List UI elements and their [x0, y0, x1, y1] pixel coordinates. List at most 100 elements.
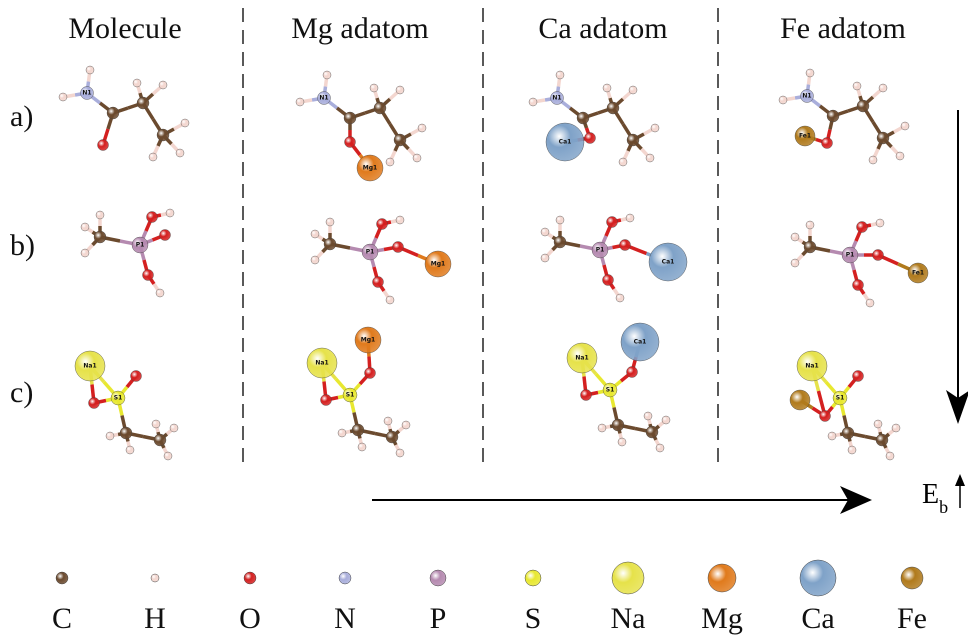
- atom: [126, 446, 134, 454]
- atom: [152, 420, 160, 428]
- atom-label: Fe1: [912, 270, 924, 277]
- atom: [607, 102, 619, 114]
- row-label: b): [10, 229, 35, 262]
- atom: [386, 296, 394, 304]
- figure: Eb MoleculeMg adatomCa adatomFe adatoma)…: [0, 0, 968, 635]
- atom: [106, 432, 114, 440]
- energy-label: Eb: [922, 479, 948, 517]
- structure: Na1S1Mg1: [307, 327, 410, 457]
- atom: [619, 158, 627, 166]
- atom: [59, 93, 67, 101]
- atom: [365, 368, 376, 379]
- atom: [296, 98, 304, 106]
- atom: [585, 133, 596, 144]
- atom: [541, 254, 549, 262]
- atom: [876, 434, 888, 446]
- atom: [629, 86, 637, 94]
- atom: [396, 216, 404, 224]
- atom: [877, 132, 889, 144]
- atom: [827, 110, 839, 122]
- atom: [876, 219, 884, 227]
- atom: [413, 154, 421, 162]
- legend-swatch: [525, 570, 541, 586]
- legend-swatch: [800, 560, 836, 596]
- atom: [598, 424, 606, 432]
- atom: [529, 98, 537, 106]
- atom: [556, 71, 564, 79]
- column-header: Ca adatom: [538, 12, 667, 45]
- atom-label: N1: [319, 95, 328, 102]
- legend-label: S: [525, 602, 542, 635]
- atom: [791, 233, 799, 241]
- atom: [820, 411, 831, 422]
- atom: [384, 417, 392, 425]
- legend-label: Na: [611, 602, 646, 635]
- atom-label: Ca1: [662, 259, 675, 266]
- atom: [323, 71, 331, 79]
- legend-label: C: [52, 602, 72, 635]
- atom: [879, 84, 887, 92]
- atom: [133, 79, 141, 87]
- atom: [311, 256, 319, 264]
- legend-label: P: [430, 602, 447, 635]
- atom: [156, 289, 164, 297]
- arrow-head: [955, 474, 965, 486]
- atom-label: Fe1: [799, 133, 811, 140]
- atom: [828, 432, 836, 440]
- structure: Na1S1Ca1: [567, 323, 670, 452]
- atom: [137, 97, 149, 109]
- legend-label: Fe: [897, 602, 927, 635]
- atom-label: Ca1: [559, 139, 572, 146]
- structure: P1: [81, 209, 174, 297]
- atom: [94, 231, 106, 243]
- atom: [166, 209, 174, 217]
- atom: [541, 228, 549, 236]
- atom: [577, 112, 589, 124]
- atom-label: Mg1: [361, 337, 375, 344]
- atom: [321, 395, 332, 406]
- atom: [81, 249, 89, 257]
- legend-swatch: [612, 562, 644, 594]
- atom: [324, 238, 336, 250]
- atom: [603, 275, 614, 286]
- atom-label: Na1: [83, 363, 96, 370]
- atom: [853, 280, 864, 291]
- legend-swatch: [56, 572, 68, 584]
- legend-swatch: [151, 574, 159, 582]
- atom: [873, 250, 884, 261]
- atom: [618, 438, 626, 446]
- legend-label: N: [334, 602, 356, 635]
- atom: [646, 154, 654, 162]
- structure: N1: [59, 66, 189, 161]
- legend-swatch: [901, 567, 923, 589]
- atom: [154, 434, 166, 446]
- atom-label: Na1: [315, 360, 328, 367]
- atom: [143, 270, 154, 281]
- legend-swatch: [339, 572, 351, 584]
- structure: N1Fe1: [779, 69, 909, 164]
- column-header: Mg adatom: [291, 12, 428, 45]
- atom: [607, 217, 618, 228]
- legend-swatch: [708, 564, 736, 592]
- atom: [554, 236, 566, 248]
- atom: [181, 119, 189, 127]
- atom: [842, 427, 854, 439]
- atom: [892, 424, 900, 432]
- atom: [804, 241, 816, 253]
- atom: [326, 218, 334, 226]
- atom: [120, 427, 132, 439]
- atom-label: P1: [136, 242, 145, 249]
- legend-label: Ca: [801, 602, 834, 635]
- atom: [370, 84, 378, 92]
- atom: [627, 134, 639, 146]
- atom: [160, 230, 171, 241]
- atom: [373, 277, 384, 288]
- atom-label: S1: [836, 395, 845, 402]
- atom: [848, 446, 856, 454]
- atom: [791, 259, 799, 267]
- atom: [157, 129, 169, 141]
- atom: [806, 221, 814, 229]
- atom: [612, 419, 624, 431]
- atom: [853, 371, 864, 382]
